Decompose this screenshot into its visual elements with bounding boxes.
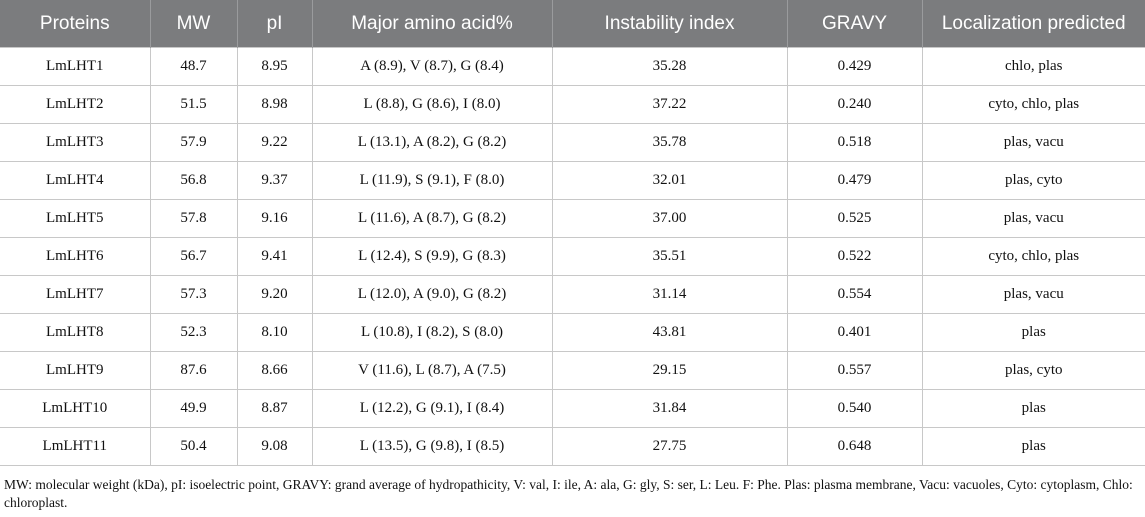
cell-pi: 9.41 (236, 237, 313, 276)
cell-localization: chlo, plas (921, 47, 1145, 86)
cell-pi: 9.16 (236, 199, 313, 238)
cell-protein: LmLHT11 (0, 427, 151, 466)
table-row: LmLHT4 56.8 9.37 L (11.9), S (9.1), F (8… (0, 161, 1145, 200)
cell-instability: 35.51 (551, 237, 788, 276)
table-row: LmLHT8 52.3 8.10 L (10.8), I (8.2), S (8… (0, 313, 1145, 352)
cell-gravy: 0.525 (786, 199, 923, 238)
cell-amino-acid: A (8.9), V (8.7), G (8.4) (311, 47, 553, 86)
cell-localization: plas (921, 427, 1145, 466)
cell-amino-acid: L (11.6), A (8.7), G (8.2) (311, 199, 553, 238)
cell-mw: 50.4 (149, 427, 238, 466)
cell-pi: 8.10 (236, 313, 313, 352)
cell-gravy: 0.240 (786, 85, 923, 124)
cell-amino-acid: L (13.1), A (8.2), G (8.2) (311, 123, 553, 162)
cell-instability: 31.84 (551, 389, 788, 428)
cell-amino-acid: L (12.0), A (9.0), G (8.2) (311, 275, 553, 314)
column-header-major-amino-acid: Major amino acid% (312, 0, 553, 48)
table-header-row: Proteins MW pI Major amino acid% Instabi… (0, 0, 1145, 48)
cell-instability: 32.01 (551, 161, 788, 200)
cell-amino-acid: L (12.4), S (9.9), G (8.3) (311, 237, 553, 276)
cell-gravy: 0.518 (786, 123, 923, 162)
cell-mw: 87.6 (149, 351, 238, 390)
table-row: LmLHT3 57.9 9.22 L (13.1), A (8.2), G (8… (0, 123, 1145, 162)
cell-instability: 35.78 (551, 123, 788, 162)
cell-pi: 8.66 (236, 351, 313, 390)
cell-protein: LmLHT3 (0, 123, 151, 162)
cell-gravy: 0.429 (786, 47, 923, 86)
cell-protein: LmLHT8 (0, 313, 151, 352)
cell-protein: LmLHT4 (0, 161, 151, 200)
cell-mw: 48.7 (149, 47, 238, 86)
cell-gravy: 0.479 (786, 161, 923, 200)
table-row: LmLHT2 51.5 8.98 L (8.8), G (8.6), I (8.… (0, 85, 1145, 124)
table-row: LmLHT6 56.7 9.41 L (12.4), S (9.9), G (8… (0, 237, 1145, 276)
column-header-instability-index: Instability index (552, 0, 788, 48)
cell-localization: cyto, chlo, plas (921, 237, 1145, 276)
table-row: LmLHT5 57.8 9.16 L (11.6), A (8.7), G (8… (0, 199, 1145, 238)
cell-mw: 52.3 (149, 313, 238, 352)
cell-pi: 8.87 (236, 389, 313, 428)
cell-pi: 9.08 (236, 427, 313, 466)
table-row: LmLHT7 57.3 9.20 L (12.0), A (9.0), G (8… (0, 275, 1145, 314)
cell-mw: 57.8 (149, 199, 238, 238)
cell-protein: LmLHT7 (0, 275, 151, 314)
cell-instability: 43.81 (551, 313, 788, 352)
cell-mw: 49.9 (149, 389, 238, 428)
column-header-pi: pI (237, 0, 313, 48)
cell-protein: LmLHT10 (0, 389, 151, 428)
cell-protein: LmLHT6 (0, 237, 151, 276)
protein-properties-table: Proteins MW pI Major amino acid% Instabi… (0, 0, 1145, 466)
cell-pi: 9.22 (236, 123, 313, 162)
column-header-localization: Localization predicted (922, 0, 1145, 48)
cell-localization: plas (921, 389, 1145, 428)
cell-pi: 9.20 (236, 275, 313, 314)
cell-localization: cyto, chlo, plas (921, 85, 1145, 124)
column-header-gravy: GRAVY (787, 0, 923, 48)
cell-amino-acid: L (12.2), G (9.1), I (8.4) (311, 389, 553, 428)
cell-instability: 37.00 (551, 199, 788, 238)
cell-amino-acid: L (8.8), G (8.6), I (8.0) (311, 85, 553, 124)
cell-gravy: 0.522 (786, 237, 923, 276)
cell-mw: 51.5 (149, 85, 238, 124)
cell-gravy: 0.401 (786, 313, 923, 352)
cell-localization: plas, vacu (921, 275, 1145, 314)
table-row: LmLHT10 49.9 8.87 L (12.2), G (9.1), I (… (0, 389, 1145, 428)
cell-protein: LmLHT2 (0, 85, 151, 124)
cell-localization: plas, vacu (921, 199, 1145, 238)
cell-instability: 29.15 (551, 351, 788, 390)
cell-gravy: 0.554 (786, 275, 923, 314)
table-row: LmLHT11 50.4 9.08 L (13.5), G (9.8), I (… (0, 427, 1145, 466)
cell-amino-acid: V (11.6), L (8.7), A (7.5) (311, 351, 553, 390)
cell-instability: 27.75 (551, 427, 788, 466)
table-footnote: MW: molecular weight (kDa), pI: isoelect… (4, 477, 1133, 510)
cell-instability: 37.22 (551, 85, 788, 124)
cell-gravy: 0.557 (786, 351, 923, 390)
cell-localization: plas, vacu (921, 123, 1145, 162)
cell-instability: 35.28 (551, 47, 788, 86)
table-row: LmLHT9 87.6 8.66 V (11.6), L (8.7), A (7… (0, 351, 1145, 390)
cell-pi: 8.98 (236, 85, 313, 124)
cell-amino-acid: L (11.9), S (9.1), F (8.0) (311, 161, 553, 200)
cell-amino-acid: L (10.8), I (8.2), S (8.0) (311, 313, 553, 352)
cell-mw: 57.3 (149, 275, 238, 314)
cell-mw: 57.9 (149, 123, 238, 162)
cell-protein: LmLHT9 (0, 351, 151, 390)
cell-amino-acid: L (13.5), G (9.8), I (8.5) (311, 427, 553, 466)
cell-protein: LmLHT5 (0, 199, 151, 238)
cell-pi: 9.37 (236, 161, 313, 200)
cell-instability: 31.14 (551, 275, 788, 314)
cell-protein: LmLHT1 (0, 47, 151, 86)
table-row: LmLHT1 48.7 8.95 A (8.9), V (8.7), G (8.… (0, 47, 1145, 86)
column-header-proteins: Proteins (0, 0, 151, 48)
cell-mw: 56.8 (149, 161, 238, 200)
cell-localization: plas (921, 313, 1145, 352)
cell-mw: 56.7 (149, 237, 238, 276)
column-header-mw: MW (150, 0, 238, 48)
cell-localization: plas, cyto (921, 351, 1145, 390)
cell-gravy: 0.648 (786, 427, 923, 466)
cell-pi: 8.95 (236, 47, 313, 86)
cell-gravy: 0.540 (786, 389, 923, 428)
cell-localization: plas, cyto (921, 161, 1145, 200)
